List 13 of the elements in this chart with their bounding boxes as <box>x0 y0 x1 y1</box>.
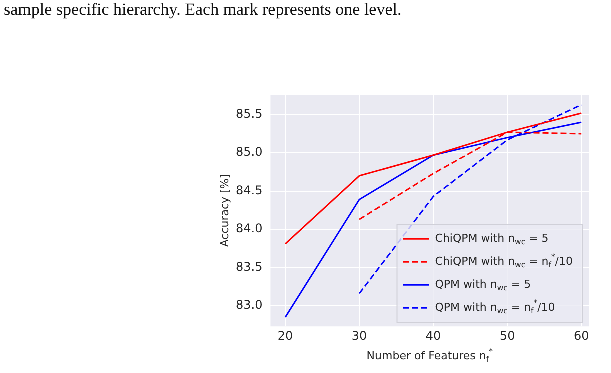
y-tick-label: 83.5 <box>236 260 263 274</box>
y-tick-label: 85.0 <box>236 145 263 160</box>
x-tick-label: 50 <box>500 328 516 343</box>
y-tick-label: 85.5 <box>236 107 263 121</box>
x-tick-label: 30 <box>352 328 368 343</box>
x-tick-label: 60 <box>574 328 590 343</box>
y-tick-label: 84.0 <box>236 222 263 236</box>
y-tick-label: 83.0 <box>236 298 263 312</box>
y-axis-title: Accuracy [%] <box>218 174 232 248</box>
x-tick-label: 20 <box>278 328 294 343</box>
text: sample specific hierarchy. Each mark represents one level. <box>4 0 402 20</box>
y-tick-label: 84.5 <box>236 183 263 198</box>
x-tick-label: 40 <box>426 328 442 343</box>
